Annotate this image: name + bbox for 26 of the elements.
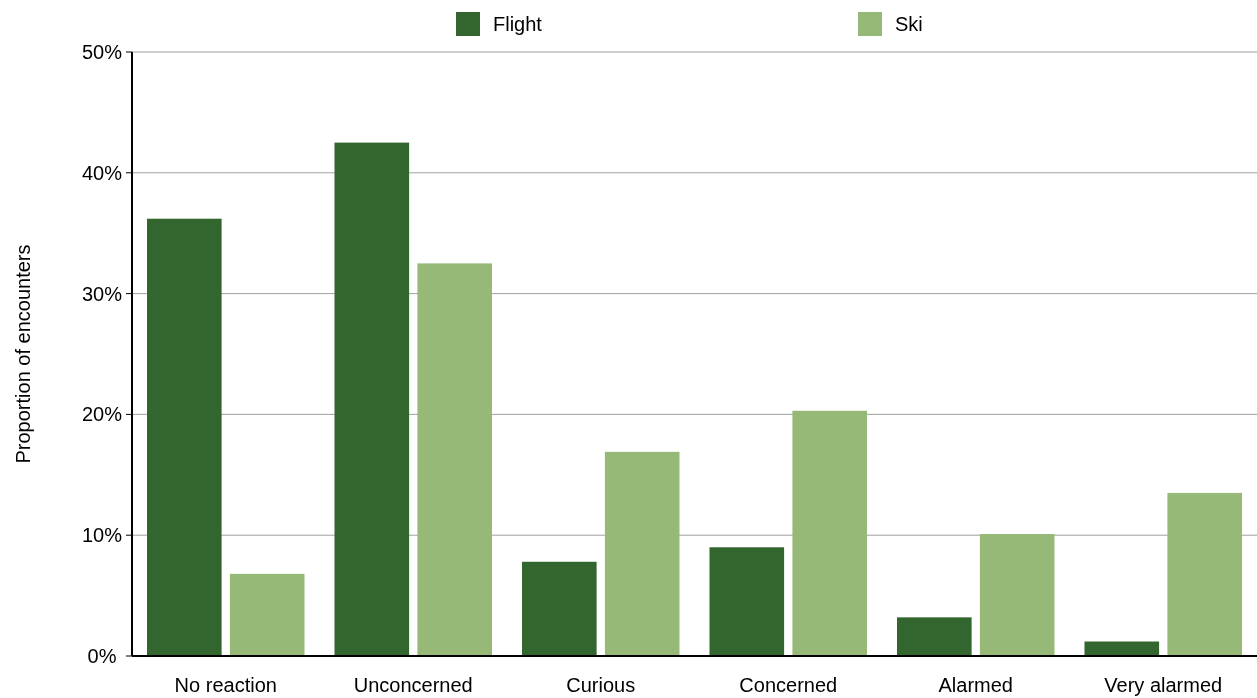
y-tick-label: 50% bbox=[81, 41, 123, 63]
bar bbox=[709, 547, 785, 656]
bar bbox=[792, 410, 867, 656]
x-tick-label: Concerned bbox=[739, 674, 838, 696]
bar bbox=[147, 218, 222, 656]
y-tick-label: 40% bbox=[81, 161, 123, 184]
y-tick-label: 30% bbox=[81, 282, 123, 305]
legend-label: Ski bbox=[895, 13, 923, 35]
bar bbox=[1167, 492, 1242, 656]
x-tick-label: Curious bbox=[566, 674, 636, 696]
legend-label: Flight bbox=[493, 13, 543, 35]
x-tick-label: No reaction bbox=[174, 674, 277, 696]
bar bbox=[417, 263, 492, 656]
y-tick-label: 20% bbox=[81, 403, 123, 426]
y-axis-title: Proportion of encounters bbox=[12, 244, 34, 464]
bar bbox=[979, 533, 1055, 656]
bar bbox=[522, 561, 597, 656]
x-tick-label: Very alarmed bbox=[1104, 674, 1223, 696]
y-tick-label: 10% bbox=[81, 524, 123, 547]
bar bbox=[897, 617, 972, 656]
bar bbox=[604, 451, 680, 656]
y-tick-label: 0% bbox=[87, 645, 117, 667]
bar bbox=[334, 142, 410, 656]
x-tick-label: Unconcerned bbox=[353, 674, 473, 696]
bar bbox=[229, 573, 305, 656]
x-tick-label: Alarmed bbox=[938, 674, 1013, 696]
